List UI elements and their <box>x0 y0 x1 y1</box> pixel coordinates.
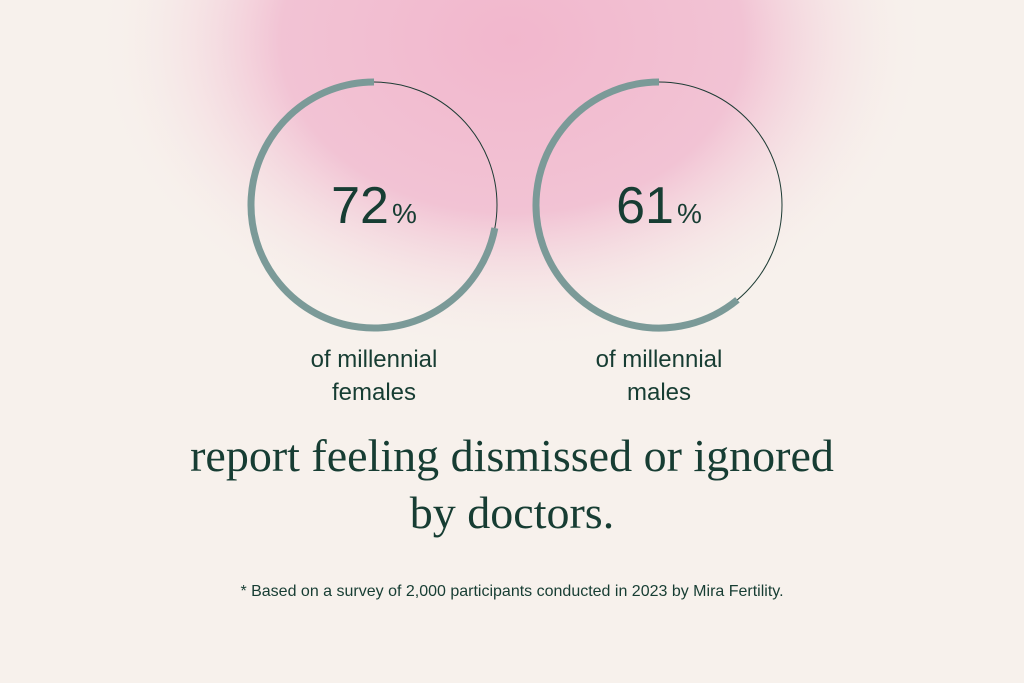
stat-number: 61 <box>616 177 674 235</box>
stat-value: 61% <box>616 177 702 235</box>
stat-label: of millennial <box>596 346 723 373</box>
stat-label: of millennial <box>311 346 438 373</box>
ring-progress <box>532 78 740 332</box>
headline: by doctors. <box>410 487 614 538</box>
stat-unit: % <box>677 198 702 229</box>
stat-value: 72% <box>331 177 417 235</box>
headline: report feeling dismissed or ignored <box>190 430 834 481</box>
stat-label: females <box>332 379 416 406</box>
stat-unit: % <box>392 198 417 229</box>
footnote: * Based on a survey of 2,000 participant… <box>240 583 783 600</box>
stat-rings: 72 % of millennial females 61 % of millennial m… <box>247 78 783 406</box>
ring-progress <box>247 78 499 332</box>
stat-label: males <box>627 379 691 406</box>
stat-number: 72 <box>331 177 389 235</box>
